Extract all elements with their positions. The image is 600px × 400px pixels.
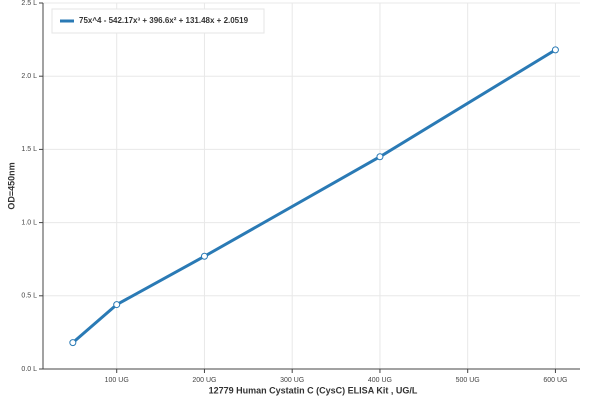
x-tick-label: 100 UG xyxy=(105,377,129,384)
y-tick-label: 0.5 L xyxy=(21,293,37,300)
x-tick-label: 200 UG xyxy=(192,377,216,384)
data-point xyxy=(200,252,208,260)
legend-label: 75x^4 - 542.17x³ + 396.6x² + 131.48x + 2… xyxy=(79,16,249,25)
data-point xyxy=(551,46,559,54)
x-tick-label: 500 UG xyxy=(456,377,480,384)
legend: 75x^4 - 542.17x³ + 396.6x² + 131.48x + 2… xyxy=(51,8,265,34)
y-tick-label: 0.0 L xyxy=(21,366,37,373)
y-axis-label: OD=450nm xyxy=(6,162,16,209)
y-tick-label: 1.0 L xyxy=(21,219,37,226)
x-tick-label: 300 UG xyxy=(280,377,304,384)
x-tick-label: 400 UG xyxy=(368,377,392,384)
legend-box xyxy=(51,8,265,34)
data-point xyxy=(113,301,121,309)
y-tick-label: 1.5 L xyxy=(21,146,37,153)
y-tick-label: 2.5 L xyxy=(21,0,37,7)
x-axis-label: 12779 Human Cystatin C (CysC) ELISA Kit … xyxy=(209,385,418,395)
data-point xyxy=(69,339,77,347)
y-tick-label: 2.0 L xyxy=(21,73,37,80)
data-point xyxy=(376,153,384,161)
data-line xyxy=(71,48,557,344)
x-tick-label: 600 UG xyxy=(543,377,567,384)
